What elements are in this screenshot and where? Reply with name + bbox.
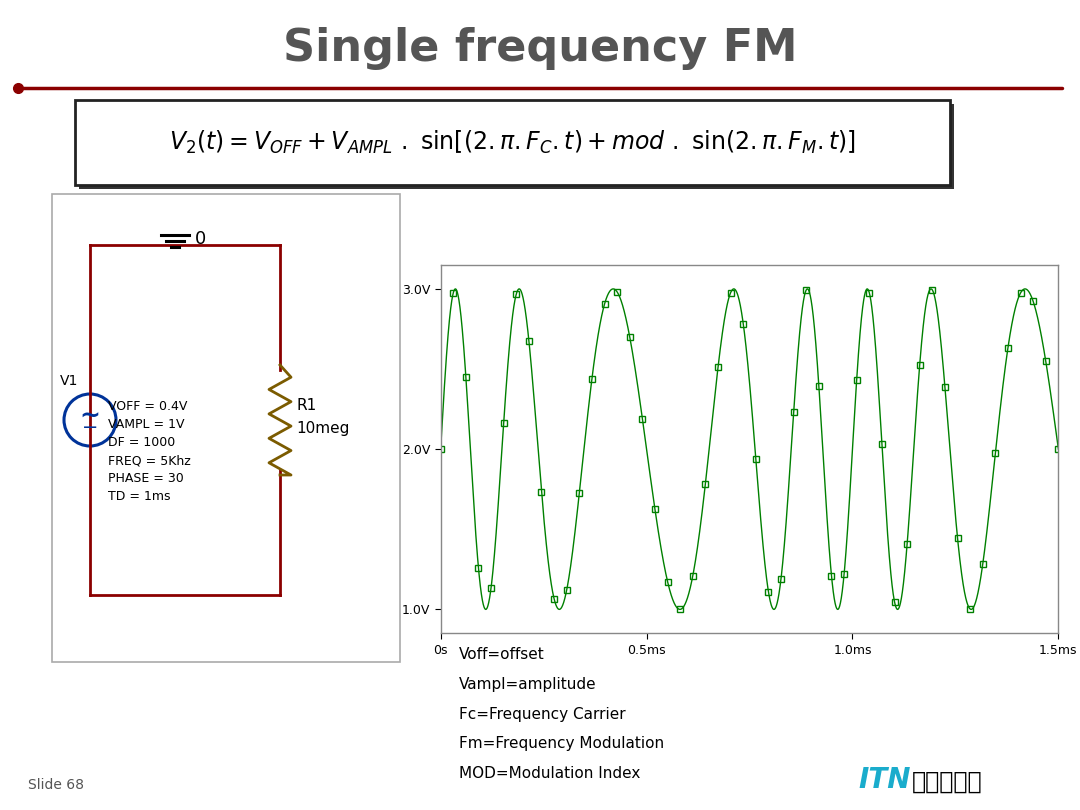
Text: Vampl=amplitude: Vampl=amplitude (459, 677, 597, 692)
Text: DF = 1000: DF = 1000 (108, 437, 175, 450)
Text: −: − (82, 419, 98, 437)
Text: Voff=offset: Voff=offset (459, 647, 545, 663)
Text: FREQ = 5Khz: FREQ = 5Khz (108, 454, 191, 467)
Text: 0: 0 (195, 230, 206, 248)
Text: ∼: ∼ (80, 405, 100, 429)
Text: $V_2(t) = V_{OFF} + V_{AMPL}\ .\ \sin[(2.\pi.F_C.t) + mod\ .\ \sin(2.\pi.F_M.t)]: $V_2(t) = V_{OFF} + V_{AMPL}\ .\ \sin[(2… (168, 129, 856, 156)
Text: VAMPL = 1V: VAMPL = 1V (108, 419, 185, 432)
Text: Single frequency FM: Single frequency FM (283, 27, 797, 70)
Text: ㎌아이티앤: ㎌아이티앤 (912, 770, 983, 794)
Text: Slide 68: Slide 68 (28, 778, 84, 792)
Text: TD = 1ms: TD = 1ms (108, 491, 171, 504)
Text: V1: V1 (60, 374, 79, 388)
Text: R1: R1 (296, 399, 316, 413)
Text: Fc=Frequency Carrier: Fc=Frequency Carrier (459, 706, 625, 722)
Text: ITN: ITN (858, 766, 910, 794)
Text: VOFF = 0.4V: VOFF = 0.4V (108, 400, 187, 413)
FancyBboxPatch shape (52, 194, 400, 662)
Text: MOD=Modulation Index: MOD=Modulation Index (459, 766, 640, 782)
Text: Fm=Frequency Modulation: Fm=Frequency Modulation (459, 736, 664, 752)
FancyBboxPatch shape (79, 104, 954, 189)
Text: PHASE = 30: PHASE = 30 (108, 472, 184, 485)
Text: 10meg: 10meg (296, 420, 349, 436)
FancyBboxPatch shape (75, 100, 950, 185)
